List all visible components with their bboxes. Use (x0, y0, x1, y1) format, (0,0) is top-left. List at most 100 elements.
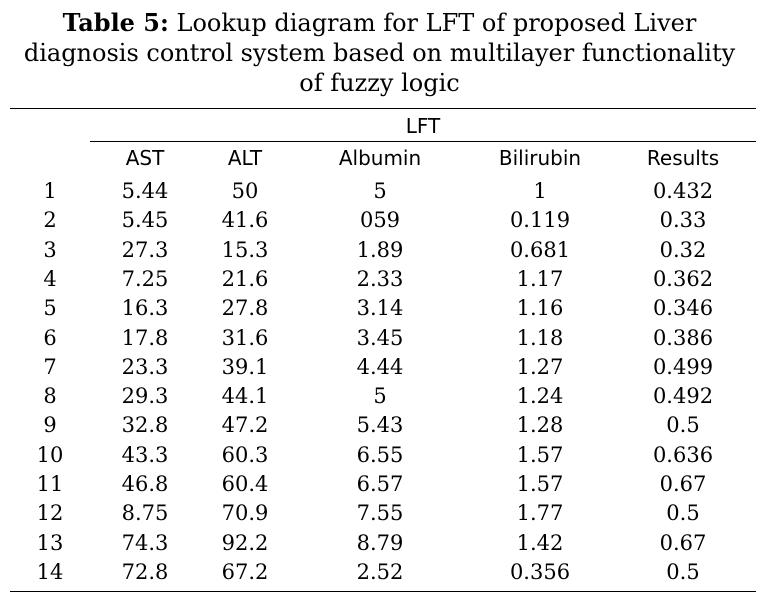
row-index: 8 (43, 384, 57, 409)
ast-value: 7.25 (121, 266, 169, 291)
results-value: 0.5 (666, 559, 700, 584)
row-index: 13 (36, 530, 64, 555)
row-index: 1 (43, 179, 57, 203)
alt-value: 92.2 (221, 530, 269, 555)
group-header-lft: LFT (405, 114, 441, 138)
albumin-value: 5.43 (356, 413, 404, 438)
ast-value: 29.3 (121, 384, 169, 409)
ast-value: 5.44 (121, 179, 169, 203)
row-index: 11 (36, 472, 64, 496)
bilirubin-value: 1.16 (516, 296, 564, 321)
albumin-value: 059 (359, 208, 401, 233)
table-row: 14 72.8 67.2 2.52 0.356 0.5 (10, 558, 756, 587)
alt-value: 39.1 (221, 354, 269, 379)
ast-value: 43.3 (121, 442, 169, 467)
alt-value: 15.3 (221, 237, 269, 262)
caption-line-3: of fuzzy logic (299, 69, 460, 97)
bilirubin-value: 1.27 (516, 354, 564, 379)
results-value: 0.362 (652, 266, 714, 291)
albumin-value: 4.44 (356, 354, 404, 379)
results-value: 0.5 (666, 413, 700, 438)
ast-value: 46.8 (121, 472, 169, 496)
alt-value: 21.6 (221, 266, 269, 291)
bilirubin-value: 1.28 (516, 413, 564, 438)
row-index: 9 (43, 413, 57, 438)
bilirubin-value: 0.119 (509, 208, 571, 233)
results-value: 0.492 (652, 384, 714, 409)
ast-value: 23.3 (121, 354, 169, 379)
results-value: 0.67 (659, 472, 707, 496)
table-caption: Table 5: Lookup diagram for LFT of propo… (0, 8, 759, 98)
albumin-value: 7.55 (356, 501, 404, 526)
bilirubin-value: 0.356 (509, 559, 571, 584)
bilirubin-value: 1.17 (516, 266, 564, 291)
table-row: 2 5.45 41.6 059 0.119 0.33 (10, 206, 756, 235)
table-row: 8 29.3 44.1 5 1.24 0.492 (10, 382, 756, 411)
ast-value: 16.3 (121, 296, 169, 321)
row-index: 14 (36, 559, 64, 584)
alt-value: 60.3 (221, 442, 269, 467)
ast-value: 17.8 (121, 325, 169, 350)
bilirubin-value: 1.24 (516, 384, 564, 409)
results-value: 0.33 (659, 208, 707, 233)
results-value: 0.5 (666, 501, 700, 526)
row-index: 3 (43, 237, 57, 262)
column-header-row: AST ALT Albumin Bilirubin Results (10, 144, 756, 173)
row-index: 5 (43, 296, 57, 321)
column-header-index (10, 144, 90, 173)
bilirubin-value: 1.18 (516, 325, 564, 350)
row-index: 2 (43, 208, 57, 233)
albumin-value: 3.45 (356, 325, 404, 350)
column-header-results: Results (646, 146, 720, 170)
table-row: 12 8.75 70.9 7.55 1.77 0.5 (10, 499, 756, 528)
results-value: 0.386 (652, 325, 714, 350)
bilirubin-value: 1.57 (516, 472, 564, 496)
column-header-alt: ALT (227, 146, 263, 170)
alt-value: 47.2 (221, 413, 269, 438)
bilirubin-value: 1 (533, 179, 547, 203)
table-row: 1 5.44 50 5 1 0.432 (10, 177, 756, 206)
table-row: 13 74.3 92.2 8.79 1.42 0.67 (10, 529, 756, 558)
alt-value: 67.2 (221, 559, 269, 584)
albumin-value: 2.52 (356, 559, 404, 584)
alt-value: 31.6 (221, 325, 269, 350)
ast-value: 27.3 (121, 237, 169, 262)
albumin-value: 5 (373, 179, 387, 203)
table-row: 11 46.8 60.4 6.57 1.57 0.67 (10, 470, 756, 499)
albumin-value: 3.14 (356, 296, 404, 321)
row-index: 10 (36, 442, 64, 467)
table-top-rule (10, 108, 756, 109)
results-value: 0.346 (652, 296, 714, 321)
table-row: 4 7.25 21.6 2.33 1.17 0.362 (10, 265, 756, 294)
albumin-value: 1.89 (356, 237, 404, 262)
alt-value: 50 (231, 179, 259, 203)
table-row: 3 27.3 15.3 1.89 0.681 0.32 (10, 236, 756, 265)
group-header-rule (90, 141, 756, 142)
table-row: 9 32.8 47.2 5.43 1.28 0.5 (10, 411, 756, 440)
caption-text-1: Lookup diagram for LFT of proposed Liver (176, 9, 697, 37)
bilirubin-value: 1.57 (516, 442, 564, 467)
row-index: 7 (43, 354, 57, 379)
ast-value: 72.8 (121, 559, 169, 584)
albumin-value: 6.55 (356, 442, 404, 467)
table-row: 7 23.3 39.1 4.44 1.27 0.499 (10, 353, 756, 382)
albumin-value: 6.57 (356, 472, 404, 496)
row-index: 6 (43, 325, 57, 350)
albumin-value: 5 (373, 384, 387, 409)
alt-value: 27.8 (221, 296, 269, 321)
alt-value: 70.9 (221, 501, 269, 526)
bilirubin-value: 1.77 (516, 501, 564, 526)
albumin-value: 2.33 (356, 266, 404, 291)
albumin-value: 8.79 (356, 530, 404, 555)
results-value: 0.636 (652, 442, 714, 467)
ast-value: 32.8 (121, 413, 169, 438)
column-header-bilirubin: Bilirubin (498, 146, 582, 170)
ast-value: 8.75 (121, 501, 169, 526)
row-index: 4 (43, 266, 57, 291)
table-row: 5 16.3 27.8 3.14 1.16 0.346 (10, 294, 756, 323)
table-row: 6 17.8 31.6 3.45 1.18 0.386 (10, 324, 756, 353)
table-row: 10 43.3 60.3 6.55 1.57 0.636 (10, 441, 756, 470)
alt-value: 44.1 (221, 384, 269, 409)
caption-line-1: Table 5: Lookup diagram for LFT of propo… (0, 8, 759, 38)
row-index: 12 (36, 501, 64, 526)
